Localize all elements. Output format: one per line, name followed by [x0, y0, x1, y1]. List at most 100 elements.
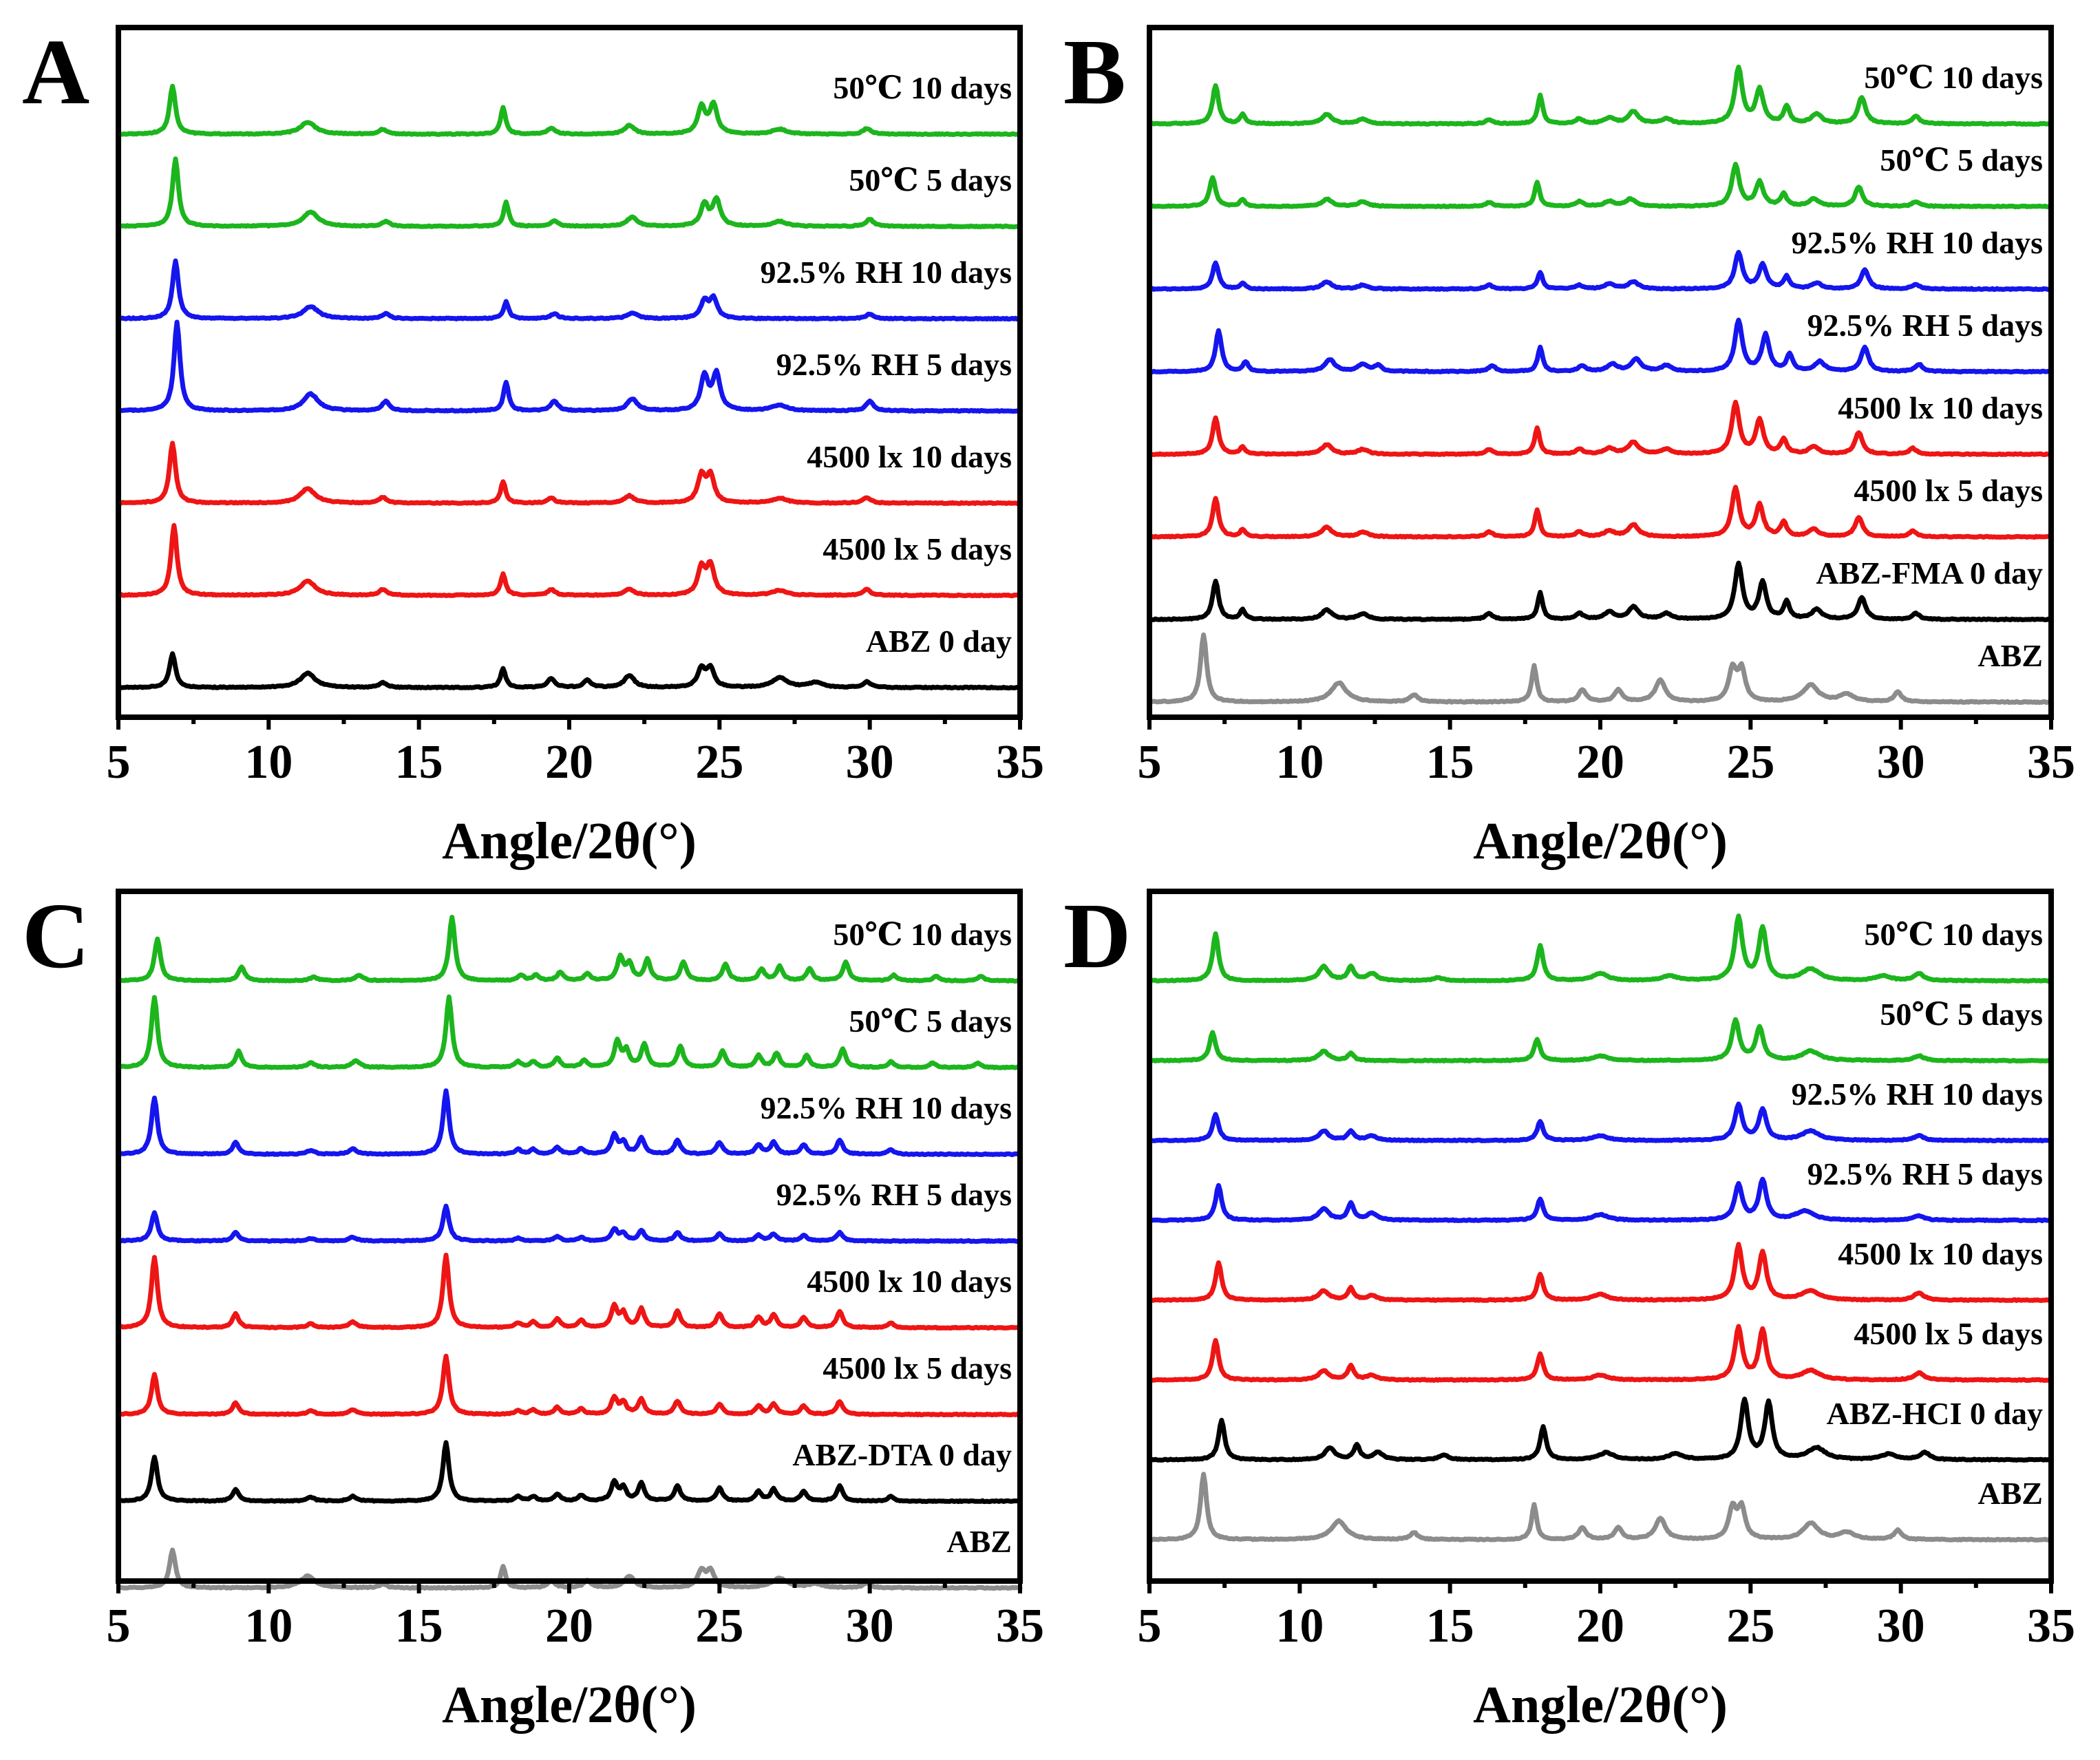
- xrd-trace: [116, 522, 1023, 599]
- x-axis-title: Angle/2θ(°): [442, 1676, 697, 1734]
- x-tick-label: 35: [996, 736, 1044, 789]
- panel-d: D 50℃ 10 days 50℃ 5 days 92.5% RH 10 days 92…: [1063, 884, 2075, 1734]
- xrd-trace: [116, 1253, 1023, 1331]
- x-tick-label: 20: [545, 1600, 593, 1653]
- trace-label: 4500 lx 10 days: [807, 1264, 1012, 1299]
- xrd-trace: [116, 1353, 1023, 1418]
- x-tick-label: 15: [395, 736, 443, 789]
- trace-label: 50℃ 5 days: [849, 1004, 1012, 1039]
- xrd-trace: [1147, 1176, 2054, 1224]
- xrd-trace: [1147, 64, 2054, 127]
- x-axis-title: Angle/2θ(°): [1473, 812, 1728, 870]
- trace-label: ABZ-FMA 0 day: [1816, 555, 2043, 591]
- x-tick-label: 30: [846, 1600, 894, 1653]
- trace-label: 4500 lx 10 days: [1838, 1236, 2043, 1271]
- x-axis-title: Angle/2θ(°): [1473, 1676, 1728, 1734]
- trace-label: ABZ: [1977, 1476, 2043, 1511]
- panel-b: B 50℃ 10 days 50℃ 5 days 92.5% RH 10 days 92…: [1063, 21, 2075, 870]
- x-tick-label: 5: [1138, 736, 1162, 789]
- xrd-trace: [1147, 250, 2054, 293]
- panel-c: C 50℃ 10 days 50℃ 5 days 92.5% RH 10 days 92…: [22, 884, 1044, 1734]
- xrd-trace: [1147, 485, 2054, 540]
- x-axis-title: Angle/2θ(°): [442, 812, 697, 870]
- xrd-trace: [116, 915, 1023, 984]
- panel-a: A 50℃ 10 days 50℃ 5 days 92.5% RH 10 days 92…: [22, 21, 1044, 870]
- trace-label: ABZ-DTA 0 day: [792, 1437, 1012, 1472]
- plot-frame: [116, 889, 1023, 1584]
- xrd-trace: [116, 319, 1023, 414]
- xrd-trace: [1147, 560, 2054, 622]
- trace-label: 92.5% RH 10 days: [1792, 1077, 2043, 1112]
- xrd-trace: [1147, 1242, 2054, 1303]
- trace-label: 92.5% RH 10 days: [761, 255, 1012, 290]
- trace-label: 50℃ 5 days: [1880, 142, 2043, 178]
- panel-letter: C: [22, 884, 89, 988]
- trace-label: 50℃ 10 days: [833, 917, 1012, 952]
- xrd-trace: [116, 83, 1023, 138]
- trace-label: ABZ-HCI 0 day: [1827, 1396, 2043, 1431]
- xrd-trace: [1147, 632, 2054, 706]
- x-tick-label: 30: [846, 736, 894, 789]
- x-tick-label: 25: [1726, 736, 1774, 789]
- x-tick-label: 25: [695, 736, 743, 789]
- x-tick-label: 35: [996, 1600, 1044, 1653]
- x-tick-label: 10: [1275, 736, 1324, 789]
- trace-label: 50℃ 10 days: [1864, 60, 2043, 95]
- trace-label: 50℃ 10 days: [1864, 917, 2043, 952]
- trace-label: 4500 lx 10 days: [1838, 390, 2043, 425]
- trace-label: 4500 lx 5 days: [1854, 1316, 2043, 1351]
- trace-label: 50℃ 5 days: [1880, 997, 2043, 1032]
- x-tick-label: 25: [695, 1600, 743, 1653]
- xrd-trace: [1147, 317, 2054, 374]
- xrd-trace: [116, 1203, 1023, 1244]
- trace-label: 92.5% RH 5 days: [776, 1177, 1012, 1212]
- xrd-trace: [1147, 913, 2054, 984]
- x-tick-label: 30: [1877, 1600, 1925, 1653]
- trace-label: 92.5% RH 5 days: [776, 347, 1012, 382]
- panel-letter: B: [1063, 21, 1126, 124]
- panel-letter: A: [22, 21, 89, 124]
- x-tick-label: 20: [545, 736, 593, 789]
- xrd-trace: [1147, 1101, 2054, 1144]
- trace-label: 4500 lx 5 days: [823, 531, 1012, 566]
- trace-label: 92.5% RH 5 days: [1807, 1156, 2043, 1191]
- trace-label: 50℃ 10 days: [833, 70, 1012, 105]
- x-tick-label: 30: [1877, 736, 1925, 789]
- x-tick-label: 15: [395, 1600, 443, 1653]
- xrd-trace: [116, 1088, 1023, 1158]
- x-tick-label: 10: [1275, 1600, 1324, 1653]
- x-tick-label: 15: [1426, 1600, 1474, 1653]
- x-tick-label: 20: [1576, 736, 1624, 789]
- xrd-trace: [116, 156, 1023, 230]
- trace-label: ABZ: [1977, 638, 2043, 673]
- x-tick-label: 35: [2027, 736, 2075, 789]
- trace-label: 92.5% RH 10 days: [1792, 225, 2043, 260]
- trace-label: 4500 lx 10 days: [807, 439, 1012, 474]
- xrd-trace: [1147, 1017, 2054, 1063]
- x-tick-label: 5: [107, 736, 131, 789]
- x-tick-label: 5: [1138, 1600, 1162, 1653]
- trace-label: 4500 lx 5 days: [823, 1350, 1012, 1386]
- x-tick-label: 5: [107, 1600, 131, 1653]
- xrd-trace: [116, 441, 1023, 507]
- trace-label: ABZ: [946, 1524, 1012, 1559]
- xrd-trace: [1147, 399, 2054, 457]
- xrd-trace: [116, 651, 1023, 691]
- trace-label: 92.5% RH 5 days: [1807, 308, 2043, 343]
- trace-label: 92.5% RH 10 days: [761, 1090, 1012, 1125]
- x-tick-label: 10: [244, 1600, 293, 1653]
- xrd-trace: [1147, 1472, 2054, 1542]
- xrd-trace: [116, 258, 1023, 322]
- xrd-trace: [116, 994, 1023, 1070]
- x-tick-label: 35: [2027, 1600, 2075, 1653]
- trace-label: ABZ 0 day: [866, 624, 1012, 659]
- trace-label: 4500 lx 5 days: [1854, 473, 2043, 508]
- xrd-trace: [1147, 1324, 2054, 1383]
- xrd-trace: [1147, 1397, 2054, 1463]
- x-tick-label: 10: [244, 736, 293, 789]
- x-tick-label: 20: [1576, 1600, 1624, 1653]
- x-tick-label: 25: [1726, 1600, 1774, 1653]
- trace-label: 50℃ 5 days: [849, 162, 1012, 198]
- xrd-trace: [1147, 162, 2054, 210]
